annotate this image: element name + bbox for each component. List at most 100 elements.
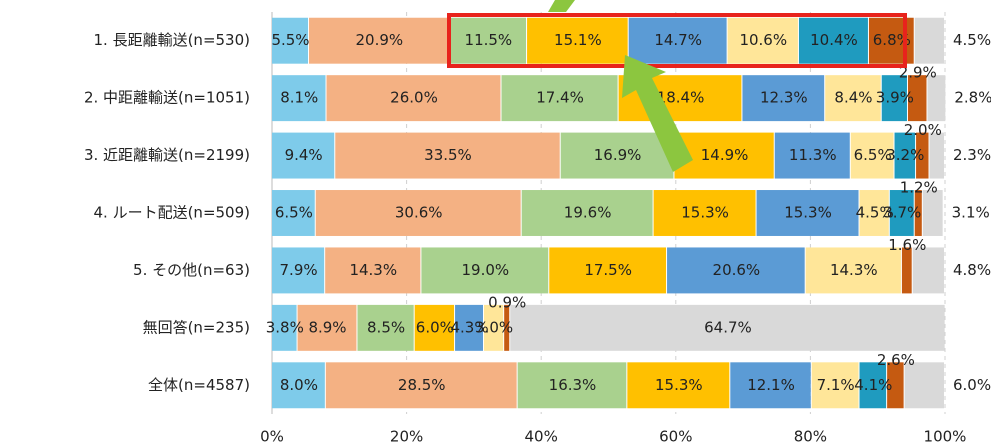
bar-segment <box>272 132 335 179</box>
bar-segment <box>859 190 889 236</box>
bar-segment <box>297 304 357 351</box>
bar-segment <box>805 247 901 294</box>
bar-segment <box>510 304 945 351</box>
bar-segment <box>811 362 859 409</box>
bar-segment <box>667 247 805 294</box>
bar-segment <box>560 132 674 179</box>
value-label: 2.3% <box>953 146 991 164</box>
value-label: 33.5% <box>424 146 472 164</box>
bar-segment <box>521 190 653 236</box>
value-label: 5.5% <box>271 31 309 49</box>
bar-segment <box>859 362 887 409</box>
bar-segment <box>881 75 907 122</box>
bar-segment <box>914 17 944 64</box>
value-label: 2.0% <box>904 121 942 139</box>
bar-segment <box>421 247 549 294</box>
value-label: 11.5% <box>465 31 513 49</box>
bar-segment <box>798 17 868 64</box>
value-label: 30.6% <box>395 204 443 222</box>
bar-segment <box>927 75 946 122</box>
value-label: 6.0% <box>416 318 454 336</box>
value-label: 8.4% <box>834 89 872 107</box>
y-tick-label: 5. その他(n=63) <box>133 261 250 279</box>
bar-segment <box>309 17 449 64</box>
bar-segment <box>272 362 325 409</box>
value-label: 14.3% <box>830 261 878 279</box>
bar-segment <box>727 17 798 64</box>
bar-segment <box>904 362 944 409</box>
value-label: 8.1% <box>280 89 318 107</box>
bar-segment <box>894 132 916 179</box>
value-label: 1.6% <box>888 236 926 254</box>
y-tick-label: 4. ルート配送(n=509) <box>94 204 251 222</box>
value-label: 4.1% <box>854 376 892 394</box>
x-tick-label: 20% <box>390 428 423 445</box>
bar-segment <box>527 17 628 64</box>
value-label: 9.4% <box>285 146 323 164</box>
bar-segment <box>929 132 944 179</box>
value-label: 3.0% <box>475 318 513 336</box>
value-label: 14.3% <box>349 261 397 279</box>
bar-segment <box>549 247 667 294</box>
bar-segment <box>889 190 914 236</box>
value-label: 8.5% <box>367 318 405 336</box>
x-tick-label: 60% <box>659 428 692 445</box>
value-label: 10.6% <box>739 31 787 49</box>
value-label: 3.2% <box>886 146 924 164</box>
y-tick-label: 無回答(n=235) <box>143 318 250 336</box>
bar-segment <box>455 304 483 351</box>
bar-segment <box>325 362 517 409</box>
value-label: 6.5% <box>275 204 313 222</box>
bar-segment <box>756 190 859 236</box>
bar-segment <box>325 247 421 294</box>
value-label: 16.3% <box>549 376 597 394</box>
x-tick-label: 100% <box>924 428 967 445</box>
bar-segment <box>914 190 922 236</box>
bar-segment <box>315 190 521 236</box>
value-label: 26.0% <box>390 89 438 107</box>
value-label: 3.1% <box>952 204 990 222</box>
value-label: 17.4% <box>536 89 584 107</box>
bar-segment <box>326 75 501 122</box>
value-label: 11.3% <box>789 146 837 164</box>
value-label: 12.1% <box>747 376 795 394</box>
bar-segment <box>628 17 727 64</box>
value-label: 6.8% <box>873 31 911 49</box>
value-label: 15.3% <box>655 376 703 394</box>
value-label: 2.9% <box>899 64 937 82</box>
y-tick-label: 全体(n=4587) <box>148 376 250 394</box>
bar-segment <box>674 132 774 179</box>
value-label: 2.6% <box>877 351 915 369</box>
value-label: 6.0% <box>953 376 991 394</box>
value-label: 16.9% <box>594 146 642 164</box>
bar-segment <box>483 304 504 351</box>
bar-segment <box>272 247 325 294</box>
arrow <box>548 0 575 12</box>
value-label: 0.9% <box>488 293 526 311</box>
bar-segment <box>272 75 326 122</box>
value-label: 19.0% <box>462 261 510 279</box>
value-label: 4.8% <box>953 261 991 279</box>
value-label: 15.1% <box>554 31 602 49</box>
bar-segment <box>901 247 912 294</box>
bar-segment <box>501 75 618 122</box>
y-tick-label: 1. 長距離輸送(n=530) <box>94 31 251 49</box>
value-label: 3.9% <box>876 89 914 107</box>
value-label: 10.4% <box>810 31 858 49</box>
arrow <box>622 55 693 172</box>
value-label: 8.0% <box>280 376 318 394</box>
bar-segment <box>335 132 560 179</box>
value-label: 6.5% <box>854 146 892 164</box>
bar-segment <box>357 304 414 351</box>
value-label: 7.1% <box>817 376 855 394</box>
value-label: 14.7% <box>654 31 702 49</box>
x-tick-label: 40% <box>525 428 558 445</box>
bar-segment <box>922 190 943 236</box>
bar-segment <box>774 132 850 179</box>
value-label: 14.9% <box>701 146 749 164</box>
bar-segment <box>916 132 929 179</box>
value-label: 17.5% <box>584 261 632 279</box>
value-label: 64.7% <box>704 318 752 336</box>
x-tick-label: 0% <box>260 428 284 445</box>
y-tick-label: 3. 近距離輸送(n=2199) <box>84 146 250 164</box>
